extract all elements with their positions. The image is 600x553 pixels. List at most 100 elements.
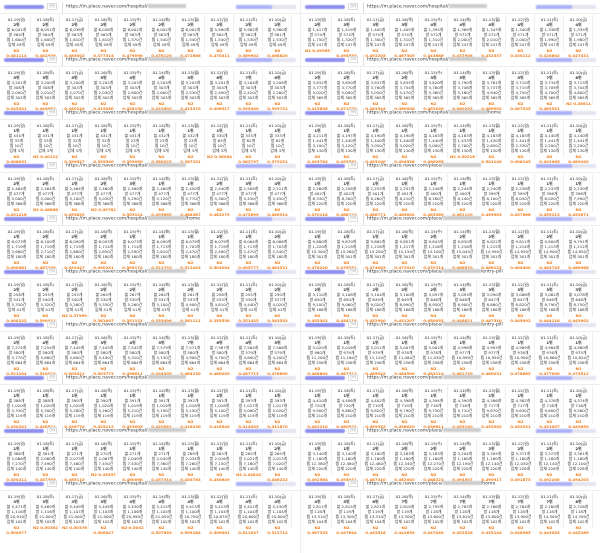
manage-tag[interactable]: 관리 [348,427,359,434]
place-name-link[interactable] [4,57,44,62]
stat-n2: N2 0.476551 [336,259,357,270]
keyword-links[interactable] [236,376,296,380]
place-url[interactable]: https://m.place.naver.com/hospital/ [66,428,186,434]
place-name-link[interactable] [305,322,345,327]
place-name-link[interactable] [305,163,345,168]
manage-tag[interactable]: 관리 [47,3,58,10]
place-name-link[interactable] [305,4,345,9]
stat-business: 업체 247개 [452,42,473,48]
keyword-links[interactable] [236,429,296,433]
keyword-links[interactable] [536,270,596,274]
keyword-links[interactable] [536,217,596,221]
stat-n2: N2 0.482279 [209,206,230,217]
place-name-link[interactable] [4,481,44,486]
keyword-links[interactable] [236,5,296,9]
keyword-links[interactable] [236,270,296,274]
place-url[interactable]: https://m.place.naver.com/hospital/ [66,481,186,487]
manage-tag[interactable]: 관리 [348,3,359,10]
stat-n2: N2 0.425112 [93,418,114,429]
place-name-link[interactable] [4,428,44,433]
manage-tag[interactable]: 관리 [47,215,58,222]
place-name-link[interactable] [305,269,345,274]
keyword-links[interactable] [236,323,296,327]
place-url[interactable]: https://m.place.naver.com/place/ [367,163,481,169]
place-name-link[interactable] [4,322,44,327]
place-name-link[interactable] [4,4,44,9]
stat-rank: 1위 [13,393,20,399]
place-name-link[interactable] [4,110,44,115]
stat-date: 01.18(토) [36,441,55,446]
place-url[interactable]: https://m.place.naver.com/hospital/ [66,57,186,63]
stat-blog: 블 391개 [153,398,170,404]
keyword-links[interactable] [536,5,596,9]
place-name-link[interactable] [305,57,345,62]
manage-tag[interactable]: 관리 [348,109,359,116]
place-name-link[interactable] [4,163,44,168]
stat-blog: 블 6,002개 [122,27,143,33]
manage-tag[interactable]: 관리 [348,215,359,222]
keyword-links[interactable] [236,217,296,221]
place-url[interactable]: https://m.place.naver.com/hospital//home [66,216,200,222]
daily-stat-cell: 01.10(금) 4위 블 5,430개 방 1,104개 찜 20,800건 업체 10… [264,492,292,535]
place-url[interactable]: https://m.place.naver.com/hospital/ [367,57,487,63]
place-name-link[interactable] [4,216,44,221]
stat-rank: 5위 [274,340,281,346]
stat-n2: N2 0.443886 [423,47,444,58]
place-name-link[interactable] [305,375,345,380]
place-url[interactable]: https://m.place.naver.com/hospital/ [66,269,186,275]
keyword-links[interactable] [536,58,596,62]
keyword-links[interactable] [536,429,596,433]
place-url[interactable]: https://m.place.naver.com/place//entry-p… [367,269,503,275]
stat-business: 업체 256개 [539,360,560,366]
manage-tag[interactable]: 관리 [348,321,359,328]
place-url[interactable]: https://m.place.naver.com/hospital/ [66,110,186,116]
daily-stat-cell: 01.17(금) 1위 블 2,255개 방 401개 찜 8,260건 업체 220개 N… [362,174,390,217]
manage-tag[interactable]: 관리 [348,56,359,63]
place-name-link[interactable] [4,375,44,380]
place-url[interactable]: https://m.place.naver.com/hospital/ [66,375,186,381]
place-url[interactable]: https://m.place.naver.com/hospital//home [367,110,501,116]
place-url[interactable]: https://m.place.naver.com/place/ [367,428,481,434]
place-name-link[interactable] [305,428,345,433]
manage-tag[interactable]: 관리 [348,162,359,169]
keyword-links[interactable] [236,58,296,62]
place-name-link[interactable] [4,269,44,274]
place-url[interactable]: https://m.place.naver.com/hospital/ [66,4,186,10]
manage-tag[interactable]: 관리 [47,162,58,169]
manage-tag[interactable]: 관리 [348,374,359,381]
manage-tag[interactable]: 관리 [47,480,58,487]
place-url[interactable]: https://m.place.naver.com/hospital/ [66,322,186,328]
stat-business: 업체 119개 [6,413,27,419]
keyword-links[interactable] [536,111,596,115]
keyword-links[interactable] [236,482,296,486]
manage-tag[interactable]: 관리 [348,268,359,275]
place-url[interactable]: https://m.place.naver.com/place//home [367,481,495,487]
stat-blog: 블 431개 [95,133,112,139]
place-name-link[interactable] [305,110,345,115]
daily-stat-cell: 01.17(금) 1위 블 271개 방 2,073개 찜 7,460건 업체 140개 N… [61,439,89,482]
keyword-links[interactable] [536,376,596,380]
stat-n2: N2 0.455140 [452,418,473,429]
place-url[interactable]: https://m.place.naver.com/place//entry-p… [367,322,503,328]
manage-tag[interactable]: 관리 [47,268,58,275]
manage-tag[interactable]: 관리 [47,321,58,328]
keyword-links[interactable] [536,482,596,486]
manage-tag[interactable]: 관리 [47,427,58,434]
manage-tag[interactable]: 관리 [348,480,359,487]
place-name-link[interactable] [305,481,345,486]
place-url[interactable]: https://m.place.naver.com/hospital/ [367,4,487,10]
keyword-links[interactable] [536,323,596,327]
keyword-links[interactable] [236,111,296,115]
stat-business: 업체 247개 [510,42,531,48]
manage-tag[interactable]: 관리 [47,109,58,116]
place-url[interactable]: https://m.place.naver.com/hospital/ [66,163,186,169]
stat-visitor: 방 978개 [396,350,413,356]
keyword-links[interactable] [536,164,596,168]
keyword-links[interactable] [236,164,296,168]
place-url[interactable]: https://m.place.naver.com/place/ [367,375,481,381]
place-name-link[interactable] [305,216,345,221]
place-url[interactable]: https://m.place.naver.com/place/ [367,216,481,222]
manage-tag[interactable]: 관리 [47,56,58,63]
stat-business: 업체 220개 [481,466,502,472]
manage-tag[interactable]: 관리 [47,374,58,381]
